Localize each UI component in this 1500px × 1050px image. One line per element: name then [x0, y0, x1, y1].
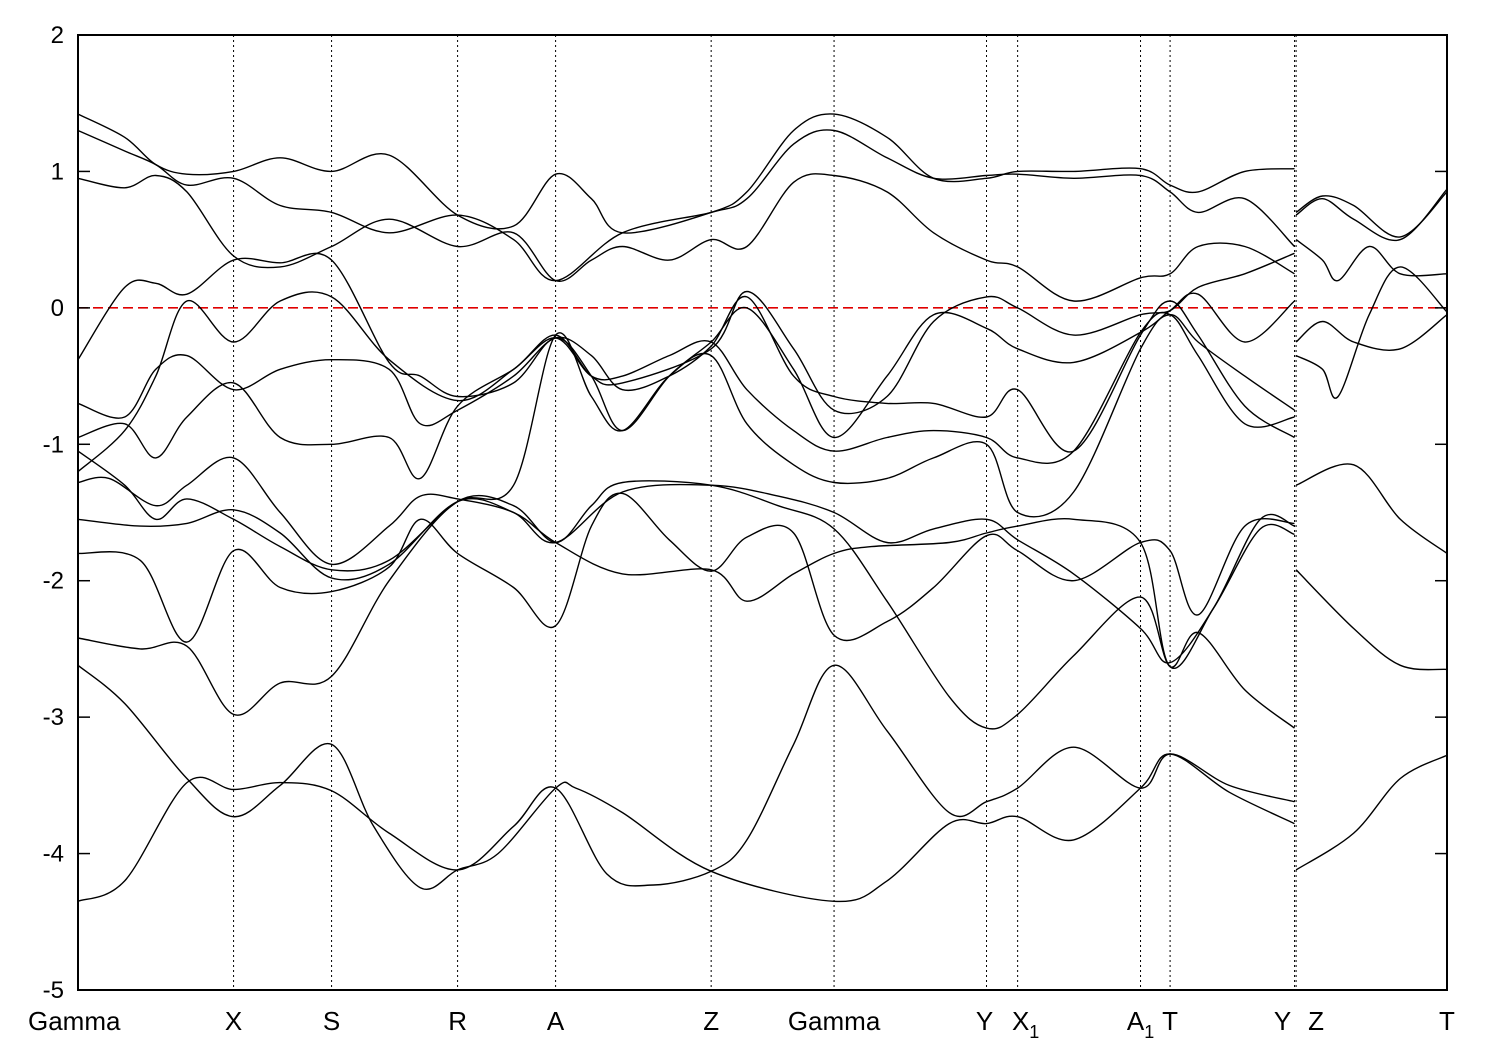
x-tick-label-6: Gamma: [788, 1006, 881, 1036]
band-line-17: [1295, 314, 1448, 351]
band-line-14: [1295, 754, 1448, 871]
x-tick-label-3: R: [448, 1006, 467, 1036]
x-tick-label-12: Z: [1308, 1006, 1324, 1036]
x-tick-label-7: Y: [976, 1006, 993, 1036]
band-line-1: [77, 664, 1295, 903]
band-line-3: [77, 492, 1295, 643]
y-tick-label-7: -5: [43, 977, 64, 1004]
band-line-5: [77, 456, 1295, 664]
x-tick-label-8: X1: [1012, 1006, 1039, 1042]
y-tick-label-6: -4: [43, 841, 64, 868]
x-tick-label-2: S: [323, 1006, 340, 1036]
y-axis-ticks: 2 1 0 -1 -2 -3 -4 -5: [43, 22, 1447, 1004]
band-line-4: [77, 497, 1295, 670]
x-tick-label-9: A1: [1127, 1006, 1154, 1042]
y-tick-label-3: -1: [43, 431, 64, 458]
symmetry-lines: [233, 35, 1297, 990]
band-line-11: [77, 173, 1295, 302]
band-line-6: [77, 314, 1295, 572]
band-line-10: [77, 252, 1295, 473]
band-line-9: [77, 252, 1295, 439]
y-tick-label-5: -3: [43, 704, 64, 731]
x-tick-subscript-8: 1: [1029, 1022, 1039, 1042]
x-tick-label-5: Z: [703, 1006, 719, 1036]
band-line-19: [1295, 239, 1448, 282]
x-tick-label-10: T: [1162, 1006, 1178, 1036]
band-line-2: [77, 480, 1295, 730]
x-tick-label-4: A: [547, 1006, 565, 1036]
y-tick-label-0: 2: [51, 22, 64, 49]
x-tick-label-0: Gamma: [28, 1006, 121, 1036]
x-tick-label-13: T: [1439, 1006, 1455, 1036]
y-tick-label-2: 0: [51, 295, 64, 322]
bands: [77, 113, 1448, 903]
band-line-18: [1295, 266, 1448, 399]
band-line-0: [77, 664, 1295, 902]
band-line-8: [77, 296, 1295, 453]
y-tick-label-4: -2: [43, 568, 64, 595]
axes: [77, 34, 1448, 991]
band-line-16: [1295, 463, 1448, 554]
band-line-7: [77, 311, 1295, 480]
y-tick-label-1: 1: [51, 158, 64, 185]
x-tick-label-11: Y: [1274, 1006, 1291, 1036]
x-tick-subscript-9: 1: [1144, 1022, 1154, 1042]
plot-frame: [77, 34, 1448, 991]
band-line-12: [77, 129, 1295, 282]
band-line-15: [1295, 569, 1448, 671]
x-axis-ticks: Gamma X S R A Z Gamma Y X1 A1 T Y Z T: [28, 1006, 1455, 1042]
band-line-13: [77, 113, 1295, 234]
band-line-21: [1295, 191, 1448, 238]
x-tick-label-1: X: [225, 1006, 242, 1036]
